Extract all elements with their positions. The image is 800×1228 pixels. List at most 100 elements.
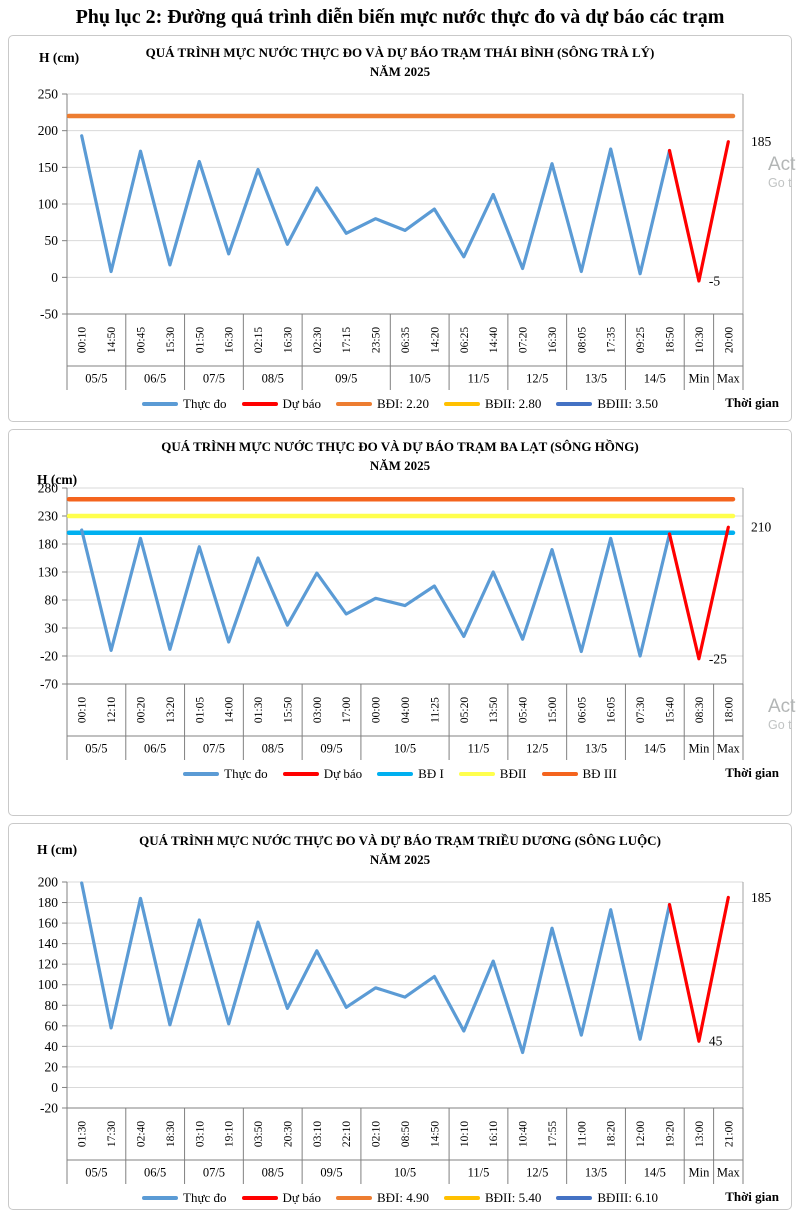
y-tick-label: 20 [45,1059,59,1074]
x-tick-time: 21:00 [723,1120,735,1146]
activate-windows-watermark: Act Go t [768,154,796,190]
x-tick-date: 10/5 [394,1165,416,1179]
y-tick-label: 180 [38,895,59,910]
plot-area: -50 0 50 100 150 200 250 00:10 14:50 05/5 00:45 15:… [9,84,791,394]
y-tick-label: 0 [51,270,58,285]
x-tick-time: 01:50 [194,326,206,352]
y-tick-label: 160 [38,915,59,930]
x-tick-time: 00:45 [135,326,147,352]
legend-item: Thực đo [142,1190,227,1206]
x-tick-time: 11:25 [429,697,441,723]
x-tick-time: 03:50 [253,1120,265,1146]
y-tick-label: 200 [38,874,59,889]
x-tick-date: 13/5 [585,741,607,755]
legend-label: BĐII [499,765,527,781]
y-tick-label: 280 [38,480,59,495]
chart-title-block: QUÁ TRÌNH MỰC NƯỚC THỰC ĐO VÀ DỰ BÁO TRẠ… [9,44,791,82]
x-tick-time: 04:00 [400,696,412,722]
x-tick-time: 18:20 [606,1120,618,1146]
legend-swatch-line [142,401,178,406]
x-axis-label: Thời gian [725,394,779,410]
y-tick-label: 120 [38,956,59,971]
x-tick-time: 05:40 [518,696,530,722]
page-title: Phụ lục 2: Đường quá trình diễn biến mực… [75,6,725,28]
y-tick-label: -20 [40,648,58,663]
x-tick-time: 17:00 [341,696,353,722]
x-axis-table [66,1107,744,1184]
legend-swatch-line [282,771,319,776]
legend-item: BĐII: 5.40 [443,1190,541,1206]
chart-title-block: QUÁ TRÌNH MỰC NƯỚC THỰC ĐO VÀ DỰ BÁO TRẠ… [9,832,791,870]
legend-label: Thực đo [224,765,268,781]
x-axis-label: Thời gian [725,764,779,780]
x-tick-time: 00:10 [77,696,89,722]
y-tick-label: -70 [40,676,58,691]
x-tick-time: 20:30 [282,1120,294,1146]
x-tick-time: 08:05 [576,326,588,352]
y-axis-label: H (cm) [39,50,80,65]
y-axis: -20 0 20 40 60 80 100 120 140 160 180 200 [38,874,68,1115]
x-tick-time: 06:25 [459,326,471,352]
x-tick-date: Max [717,1165,741,1179]
x-tick-date: 07/5 [203,371,225,385]
legend-label: BĐI: 4.90 [376,1189,429,1205]
legend-swatch-line [556,401,593,406]
x-tick-time: 05:20 [459,696,471,722]
data-label: -25 [709,651,727,666]
legend-item: BĐ I [377,766,444,782]
x-tick-time: 08:30 [694,696,706,722]
y-tick-label: 150 [38,160,59,175]
legend-label: BĐIII: 6.10 [597,1189,658,1205]
legend-label: Dự báo [282,395,321,411]
series-Thực đo [80,528,672,658]
x-tick-time: 16:30 [282,326,294,352]
y-tick-label: 180 [38,536,59,551]
x-tick-date: Max [717,371,741,385]
legend-label: Thực đo [183,395,227,411]
x-tick-time: 07:30 [635,696,647,722]
x-tick-time: 14:50 [429,1120,441,1146]
x-tick-time: 02:15 [253,326,265,352]
legend-label: Dự báo [282,1189,321,1205]
x-axis-table [66,313,744,390]
x-tick-date: Max [717,741,741,755]
x-tick-time: 15:00 [547,696,559,722]
y-tick-label: 100 [38,977,59,992]
x-tick-time: 15:50 [282,696,294,722]
x-tick-time: 18:30 [165,1120,177,1146]
legend: Thực đo Dự báo BĐI: 4.90 BĐII: 5.40 BĐIII: 6… [142,1190,658,1206]
chart-box-ba-lat: H (cm) QUÁ TRÌNH MỰC NƯỚC THỰC ĐO VÀ DỰ … [8,429,792,816]
plot-area: -70 -20 30 80 130 180 230 280 00:10 12:10 05/5 00:2… [9,478,791,764]
legend-swatch-line [541,771,578,776]
x-tick-time: 19:10 [224,1120,236,1146]
x-tick-time: 14:40 [488,326,500,352]
chart-box-thai-binh: H (cm) QUÁ TRÌNH MỰC NƯỚC THỰC ĐO VÀ DỰ … [8,35,792,422]
series-Thực đo [80,133,672,275]
legend-row: Thực đo Dự báo BĐI: 2.20 BĐII: 2.80 BĐIII: 3… [9,394,791,414]
x-tick-time: 01:30 [77,1120,89,1146]
x-tick-date: 09/5 [320,1165,342,1179]
x-tick-time: 14:20 [429,326,441,352]
x-tick-time: 02:10 [371,1120,383,1146]
x-axis-table [66,683,744,760]
x-tick-time: 03:10 [312,1120,324,1146]
x-tick-time: 00:10 [77,326,89,352]
legend-item: BĐI: 4.90 [335,1189,429,1206]
x-tick-date: 09/5 [335,371,357,385]
x-tick-time: 19:20 [665,1120,677,1146]
legend-swatch-line [142,1195,178,1200]
x-tick-time: 18:00 [723,696,735,722]
x-tick-time: 16:10 [488,1120,500,1146]
legend-label: BĐ III [582,765,617,781]
legend-label: Dự báo [323,765,363,781]
x-tick-time: 12:10 [106,696,118,722]
x-tick-time: 13:00 [694,1120,706,1146]
chart-title: QUÁ TRÌNH MỰC NƯỚC THỰC ĐO VÀ DỰ BÁO TRẠ… [161,439,639,454]
x-tick-time: 10:30 [694,326,706,352]
legend-item: BĐII [458,765,527,782]
x-tick-time: 15:40 [665,696,677,722]
legend-swatch-line [458,771,495,776]
x-tick-time: 06:35 [400,326,412,352]
series-Thực đo [80,881,672,1054]
x-tick-date: 08/5 [262,371,284,385]
